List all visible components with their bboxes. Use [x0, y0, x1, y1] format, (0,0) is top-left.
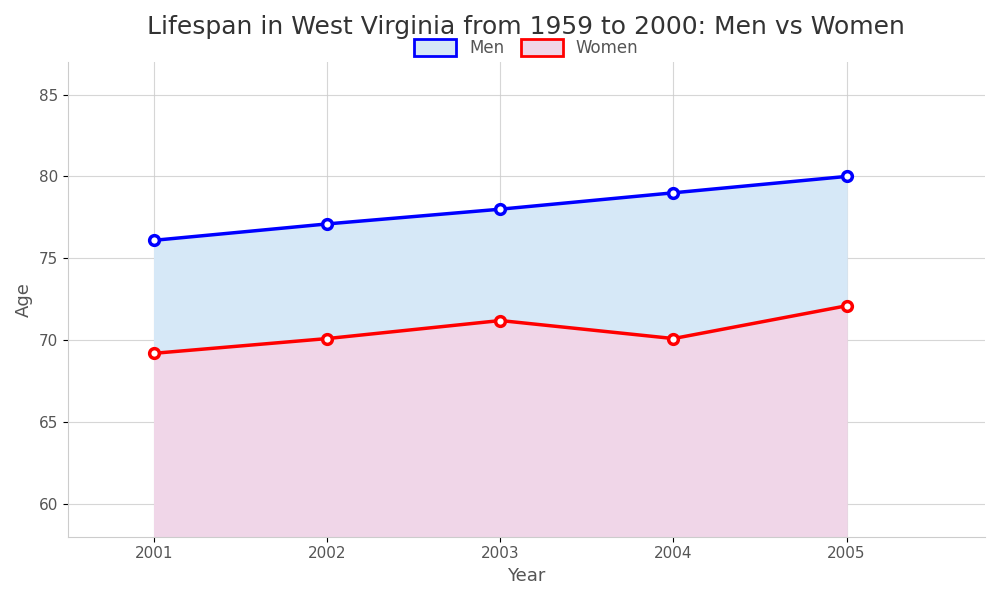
Legend: Men, Women: Men, Women — [407, 32, 645, 64]
Y-axis label: Age: Age — [15, 282, 33, 317]
X-axis label: Year: Year — [507, 567, 546, 585]
Title: Lifespan in West Virginia from 1959 to 2000: Men vs Women: Lifespan in West Virginia from 1959 to 2… — [147, 15, 905, 39]
